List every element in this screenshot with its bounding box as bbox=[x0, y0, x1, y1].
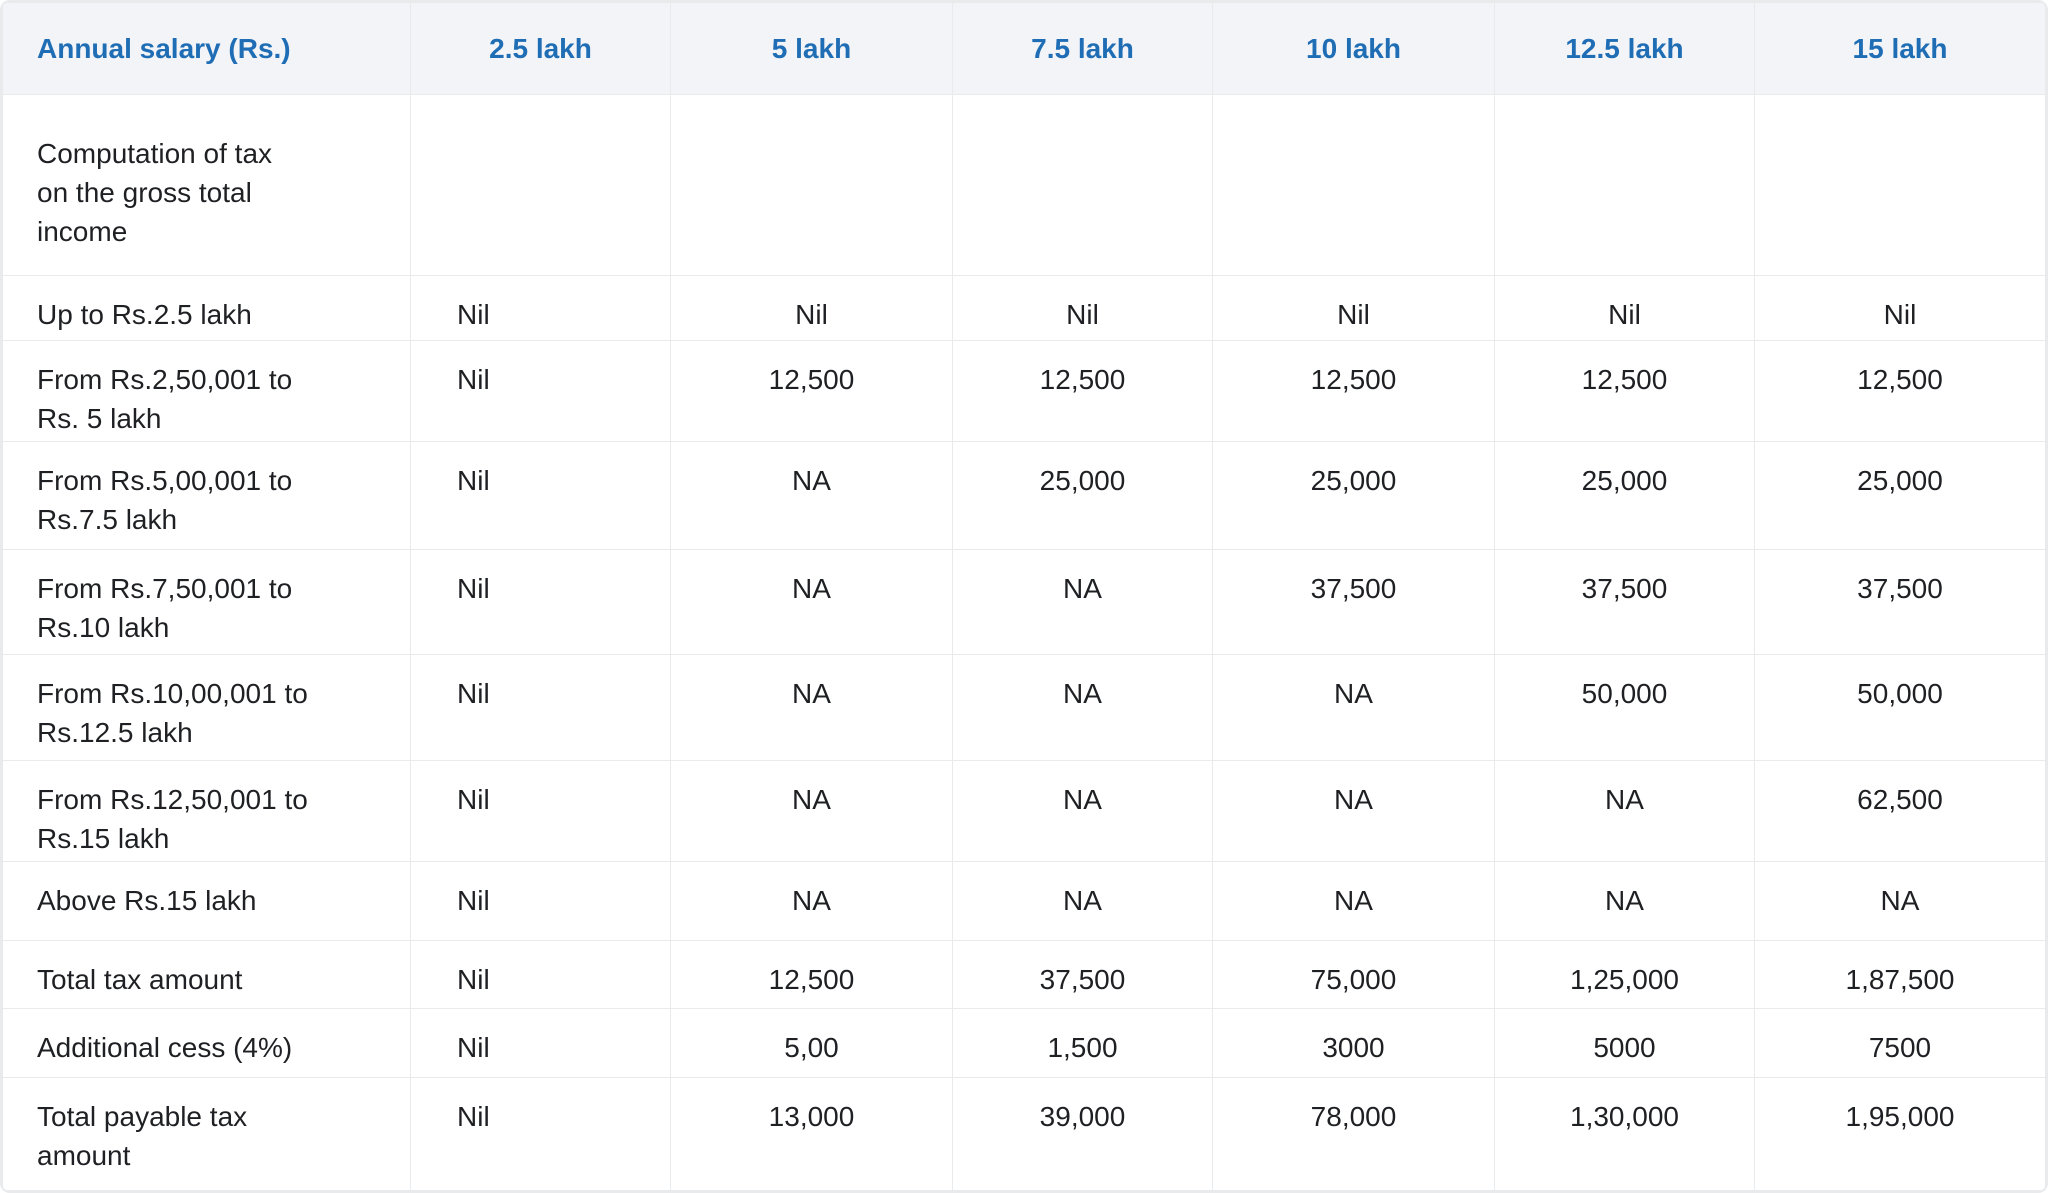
cell-value bbox=[410, 93, 671, 277]
cell-value: Nil bbox=[1212, 275, 1495, 341]
cell-value: Nil bbox=[410, 1077, 671, 1191]
cell-value bbox=[670, 93, 953, 277]
cell-value: 37,500 bbox=[1212, 548, 1495, 655]
row-label: From Rs.5,00,001 to Rs.7.5 lakh bbox=[2, 440, 411, 550]
table-row: From Rs.5,00,001 to Rs.7.5 lakh Nil NA 2… bbox=[2, 440, 2046, 550]
cell-value: NA bbox=[1212, 653, 1495, 762]
cell-value: 50,000 bbox=[1754, 653, 2046, 762]
header-cell: 7.5 lakh bbox=[952, 2, 1213, 95]
table-row: Additional cess (4%) Nil 5,00 1,500 3000… bbox=[2, 1008, 2046, 1078]
cell-value: Nil bbox=[410, 861, 671, 941]
cell-value: Nil bbox=[410, 275, 671, 341]
cell-value: 1,87,500 bbox=[1754, 939, 2046, 1010]
table-row: From Rs.12,50,001 to Rs.15 lakh Nil NA N… bbox=[2, 760, 2046, 863]
cell-value: 3000 bbox=[1212, 1008, 1495, 1078]
cell-value: 12,500 bbox=[670, 939, 953, 1010]
cell-value bbox=[1212, 93, 1495, 277]
header-cell: 15 lakh bbox=[1754, 2, 2046, 95]
header-row: Annual salary (Rs.) 2.5 lakh 5 lakh 7.5 lak… bbox=[2, 2, 2046, 95]
cell-value: 78,000 bbox=[1212, 1077, 1495, 1191]
cell-value: 13,000 bbox=[670, 1077, 953, 1191]
cell-value: NA bbox=[952, 861, 1213, 941]
cell-value: Nil bbox=[952, 275, 1213, 341]
cell-value: NA bbox=[670, 440, 953, 550]
cell-value bbox=[1754, 93, 2046, 277]
row-label: Up to Rs.2.5 lakh bbox=[2, 275, 411, 341]
cell-value: Nil bbox=[410, 760, 671, 863]
cell-value: 37,500 bbox=[1754, 548, 2046, 655]
cell-value: Nil bbox=[410, 548, 671, 655]
cell-value: 1,95,000 bbox=[1754, 1077, 2046, 1191]
cell-value: 25,000 bbox=[1494, 440, 1755, 550]
cell-value: 5,00 bbox=[670, 1008, 953, 1078]
table-row: From Rs.7,50,001 to Rs.10 lakh Nil NA NA… bbox=[2, 548, 2046, 655]
cell-value: 5000 bbox=[1494, 1008, 1755, 1078]
cell-value: 1,30,000 bbox=[1494, 1077, 1755, 1191]
cell-value: 37,500 bbox=[952, 939, 1213, 1010]
cell-value: NA bbox=[1212, 760, 1495, 863]
cell-value: NA bbox=[952, 653, 1213, 762]
cell-value bbox=[1494, 93, 1755, 277]
cell-value: 12,500 bbox=[1494, 340, 1755, 442]
cell-value: NA bbox=[670, 861, 953, 941]
cell-value: 37,500 bbox=[1494, 548, 1755, 655]
cell-value bbox=[952, 93, 1213, 277]
cell-value: NA bbox=[1494, 861, 1755, 941]
cell-value: Nil bbox=[410, 340, 671, 442]
cell-value: NA bbox=[952, 548, 1213, 655]
cell-value: Nil bbox=[410, 1008, 671, 1078]
cell-value: 62,500 bbox=[1754, 760, 2046, 863]
row-label: Total tax amount bbox=[2, 939, 411, 1010]
table-row: From Rs.10,00,001 to Rs.12.5 lakh Nil NA… bbox=[2, 653, 2046, 762]
cell-value: NA bbox=[1494, 760, 1755, 863]
cell-value: Nil bbox=[1754, 275, 2046, 341]
row-label: Total payable tax amount bbox=[2, 1077, 411, 1191]
table-row: Total payable tax amount Nil 13,000 39,0… bbox=[2, 1077, 2046, 1191]
row-label: Computation of tax on the gross total in… bbox=[2, 93, 411, 277]
table-row: Total tax amount Nil 12,500 37,500 75,00… bbox=[2, 939, 2046, 1010]
cell-value: Nil bbox=[410, 653, 671, 762]
header-cell: 2.5 lakh bbox=[410, 2, 671, 95]
cell-value: 25,000 bbox=[1212, 440, 1495, 550]
cell-value: 12,500 bbox=[670, 340, 953, 442]
header-cell: 12.5 lakh bbox=[1494, 2, 1755, 95]
cell-value: Nil bbox=[670, 275, 953, 341]
cell-value: 12,500 bbox=[1212, 340, 1495, 442]
cell-value: Nil bbox=[410, 939, 671, 1010]
cell-value: NA bbox=[952, 760, 1213, 863]
row-label: Above Rs.15 lakh bbox=[2, 861, 411, 941]
header-cell-label: Annual salary (Rs.) bbox=[2, 2, 411, 95]
cell-value: 25,000 bbox=[952, 440, 1213, 550]
cell-value: 75,000 bbox=[1212, 939, 1495, 1010]
cell-value: NA bbox=[670, 653, 953, 762]
cell-value: 7500 bbox=[1754, 1008, 2046, 1078]
cell-value: 12,500 bbox=[952, 340, 1213, 442]
table-row: Above Rs.15 lakh Nil NA NA NA NA NA bbox=[2, 861, 2046, 941]
cell-value: 50,000 bbox=[1494, 653, 1755, 762]
row-label: From Rs.7,50,001 to Rs.10 lakh bbox=[2, 548, 411, 655]
cell-value: 39,000 bbox=[952, 1077, 1213, 1191]
table-row: Up to Rs.2.5 lakh Nil Nil Nil Nil Nil Ni… bbox=[2, 275, 2046, 341]
row-label: From Rs.12,50,001 to Rs.15 lakh bbox=[2, 760, 411, 863]
header-cell: 10 lakh bbox=[1212, 2, 1495, 95]
cell-value: Nil bbox=[410, 440, 671, 550]
cell-value: 1,25,000 bbox=[1494, 939, 1755, 1010]
cell-value: 12,500 bbox=[1754, 340, 2046, 442]
row-label: From Rs.2,50,001 to Rs. 5 lakh bbox=[2, 340, 411, 442]
cell-value: 25,000 bbox=[1754, 440, 2046, 550]
cell-value: NA bbox=[670, 760, 953, 863]
table-row: Computation of tax on the gross total in… bbox=[2, 93, 2046, 277]
row-label: From Rs.10,00,001 to Rs.12.5 lakh bbox=[2, 653, 411, 762]
cell-value: Nil bbox=[1494, 275, 1755, 341]
table-row: From Rs.2,50,001 to Rs. 5 lakh Nil 12,50… bbox=[2, 340, 2046, 442]
cell-value: NA bbox=[1754, 861, 2046, 941]
row-label: Additional cess (4%) bbox=[2, 1008, 411, 1078]
cell-value: NA bbox=[670, 548, 953, 655]
cell-value: NA bbox=[1212, 861, 1495, 941]
cell-value: 1,500 bbox=[952, 1008, 1213, 1078]
header-cell: 5 lakh bbox=[670, 2, 953, 95]
